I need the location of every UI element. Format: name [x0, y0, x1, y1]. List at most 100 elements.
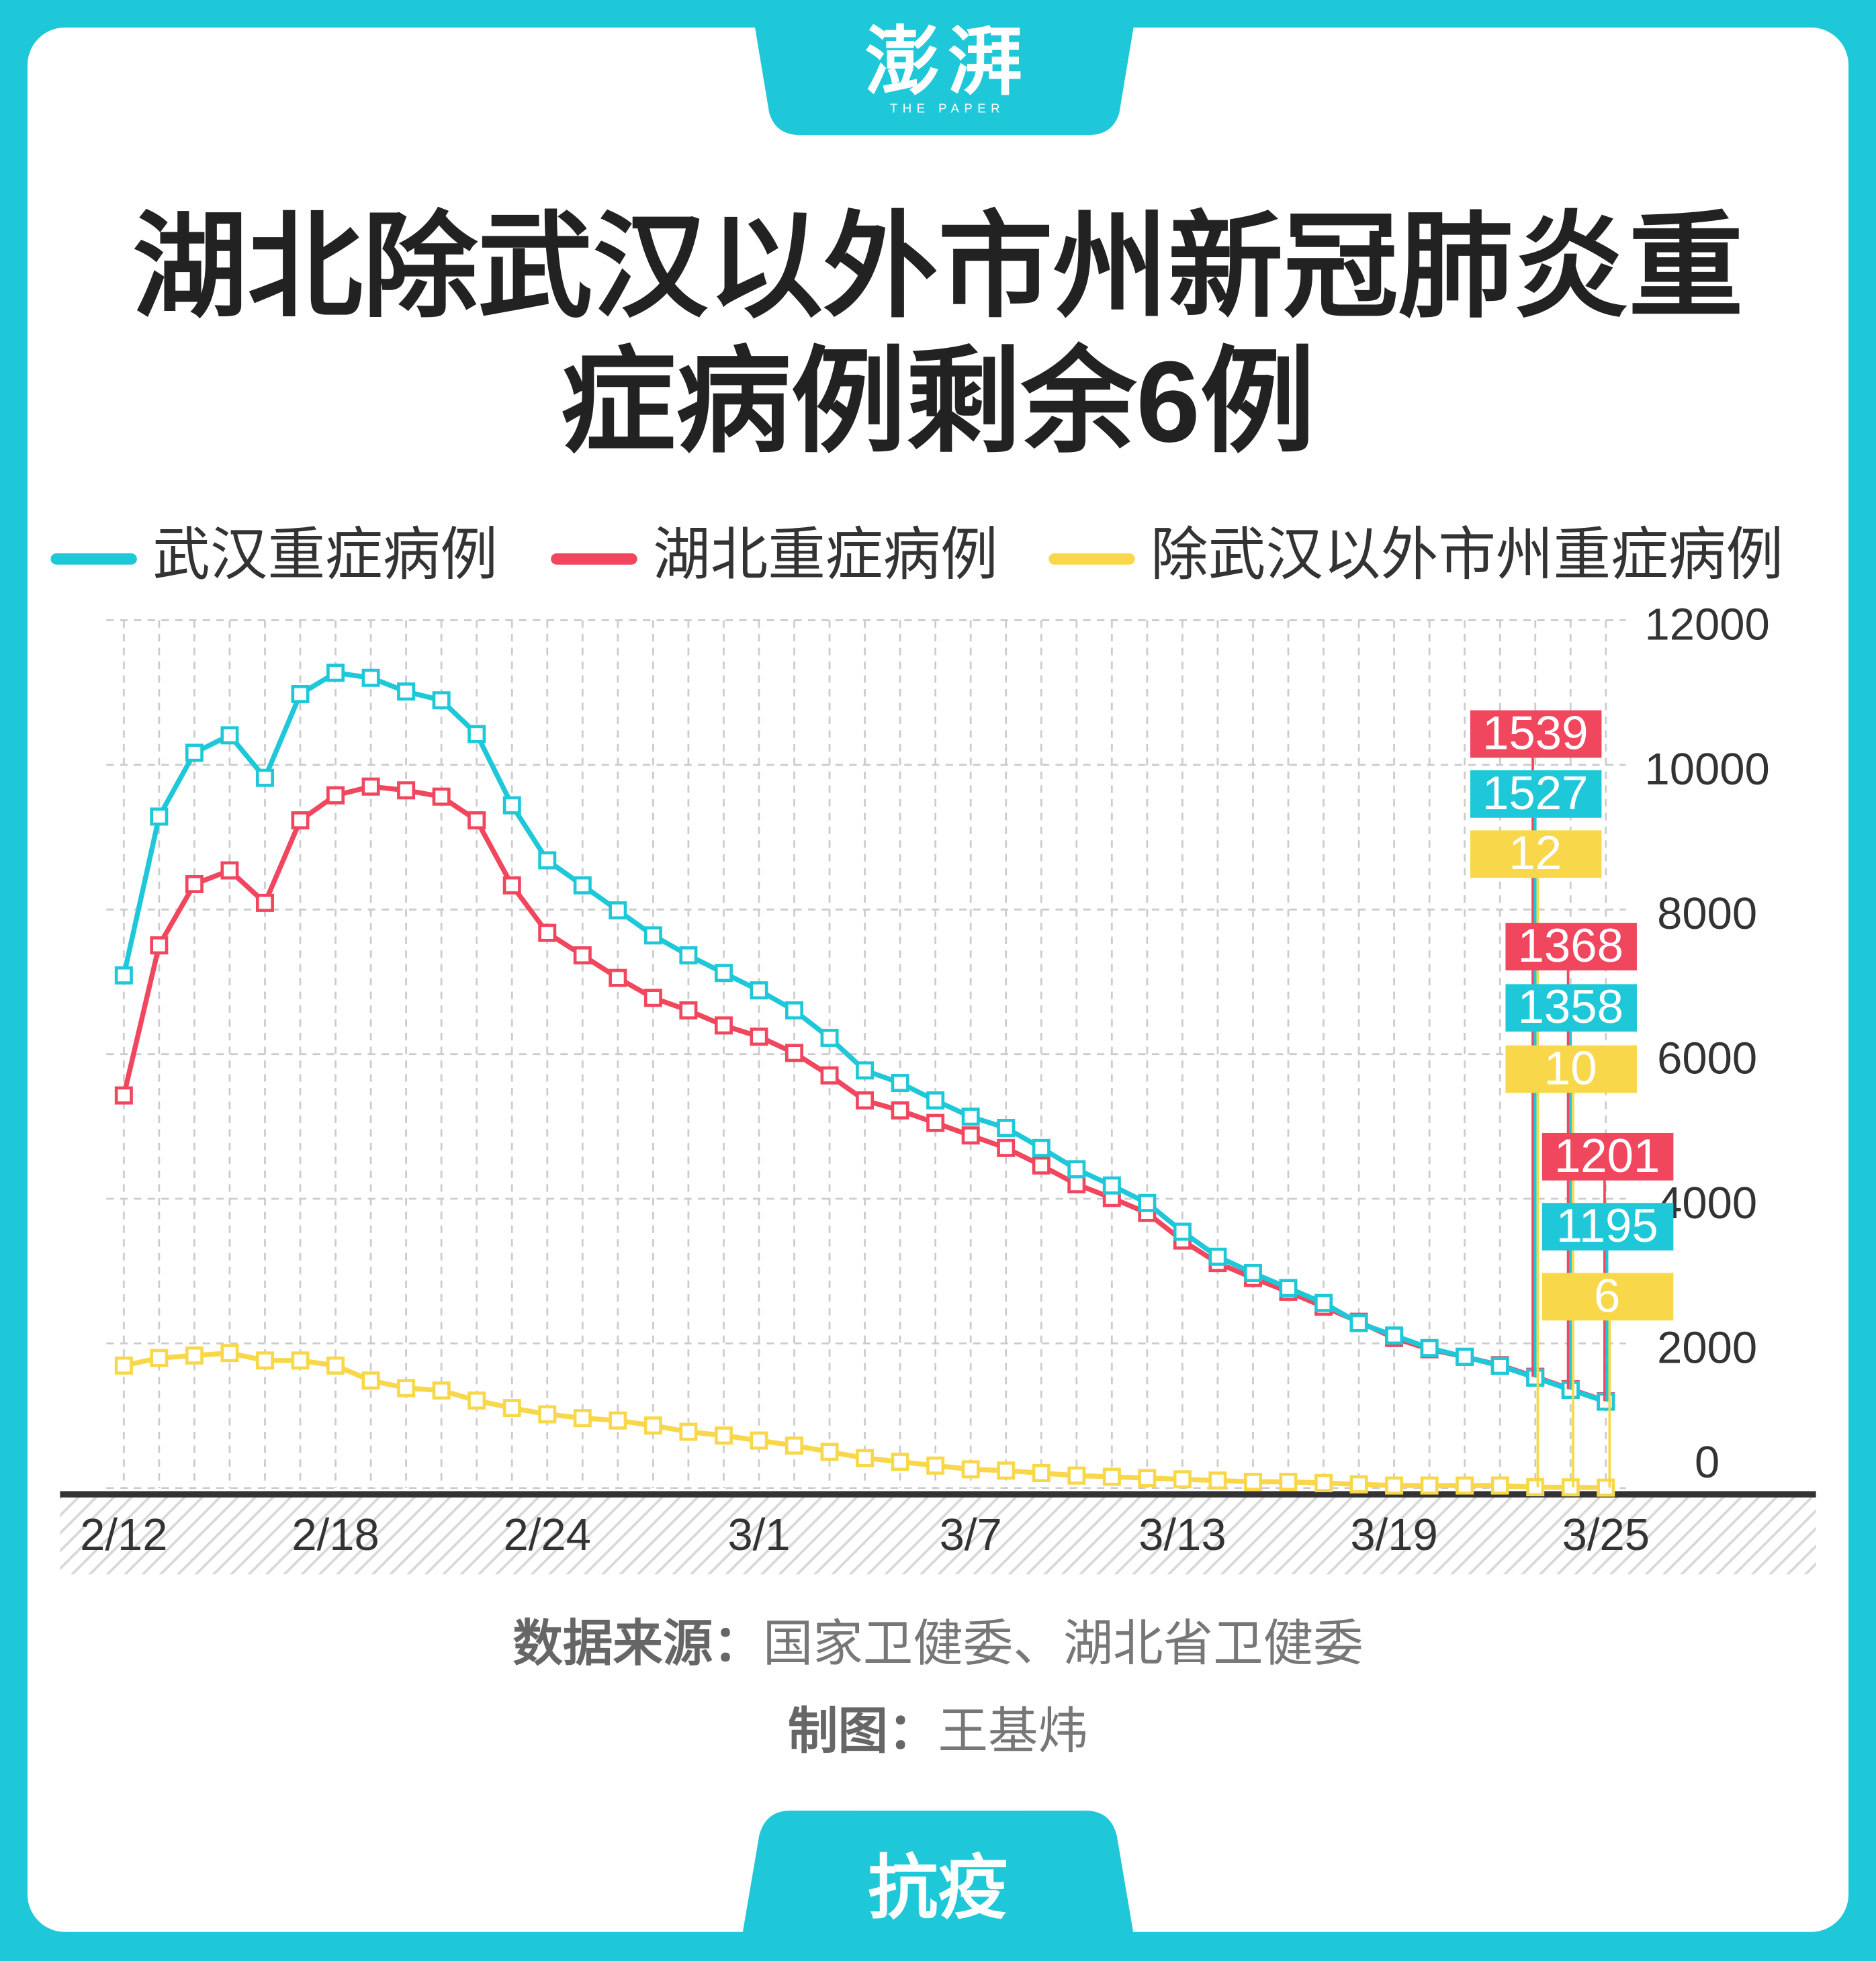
- point-marker: [1102, 1176, 1121, 1195]
- credit: 王基炜: [938, 1704, 1088, 1760]
- legend-label: 武汉重症病例: [152, 522, 498, 587]
- data-label: 12: [1509, 826, 1562, 879]
- point-marker: [609, 968, 627, 987]
- y-tick-label: 4000: [1657, 1178, 1757, 1228]
- bottom-tab: [738, 1811, 1138, 1961]
- point-marker: [643, 1416, 662, 1435]
- point-marker: [1349, 1314, 1368, 1332]
- callout-box: [1505, 923, 1637, 970]
- point-marker: [714, 1016, 733, 1035]
- point-marker: [785, 1044, 804, 1062]
- x-tick-label: 3/19: [1350, 1510, 1437, 1560]
- point-marker: [856, 1091, 875, 1110]
- y-tick-label: 12000: [1644, 599, 1769, 649]
- point-marker: [361, 1371, 380, 1390]
- point-marker: [1349, 1475, 1368, 1494]
- point-marker: [185, 743, 204, 762]
- point-marker: [255, 893, 274, 912]
- point-marker: [1597, 1478, 1615, 1497]
- point-marker: [891, 1453, 909, 1471]
- data-label: 1358: [1518, 980, 1623, 1033]
- point-marker: [714, 964, 733, 983]
- point-marker: [467, 725, 486, 743]
- logo-subtitle: THE PAPER: [889, 102, 1006, 117]
- point-marker: [643, 926, 662, 945]
- y-tick-label: 10000: [1644, 744, 1769, 794]
- x-tick-label: 2/24: [504, 1510, 591, 1560]
- point-marker: [220, 861, 239, 880]
- point-marker: [997, 1461, 1016, 1480]
- point-marker: [1138, 1469, 1157, 1488]
- point-marker: [1067, 1466, 1086, 1485]
- point-marker: [502, 876, 521, 895]
- point-marker: [820, 1028, 839, 1047]
- point-marker: [573, 946, 592, 965]
- point-marker: [750, 981, 768, 1000]
- callout-box: [1470, 710, 1602, 758]
- point-marker: [573, 876, 592, 895]
- y-tick-label: 6000: [1657, 1034, 1757, 1084]
- point-marker: [926, 1091, 945, 1110]
- callout-box: [1505, 984, 1637, 1032]
- legend-label: 湖北重症病例: [653, 522, 998, 587]
- point-marker: [856, 1449, 875, 1467]
- callout-box: [1505, 1045, 1637, 1093]
- x-tick-label: 2/12: [80, 1510, 167, 1560]
- callout-box: [1470, 830, 1602, 878]
- y-tick-label: 8000: [1657, 888, 1757, 939]
- point-marker: [785, 1436, 804, 1455]
- point-marker: [961, 1126, 980, 1145]
- point-marker: [326, 1356, 345, 1375]
- x-tick-label: 2/18: [292, 1510, 379, 1560]
- point-marker: [785, 1001, 804, 1020]
- point-marker: [856, 1061, 875, 1080]
- point-marker: [538, 851, 557, 870]
- legend-label: 除武汉以外市州重症病例: [1151, 522, 1783, 587]
- point-marker: [926, 1456, 945, 1475]
- point-marker: [397, 682, 416, 701]
- y-tick-label: 2000: [1657, 1322, 1757, 1373]
- point-marker: [150, 936, 169, 955]
- x-tick-label: 3/25: [1562, 1510, 1650, 1560]
- source-label: 数据来源：: [512, 1616, 763, 1672]
- point-marker: [326, 664, 345, 682]
- x-tick-label: 3/13: [1138, 1510, 1226, 1560]
- point-marker: [467, 1391, 486, 1410]
- point-marker: [255, 768, 274, 787]
- point-marker: [1279, 1279, 1298, 1297]
- point-marker: [1420, 1338, 1439, 1357]
- point-marker: [291, 1351, 310, 1370]
- point-marker: [185, 874, 204, 893]
- data-label: 1539: [1482, 706, 1588, 759]
- point-marker: [820, 1066, 839, 1085]
- point-marker: [1456, 1476, 1474, 1495]
- point-marker: [185, 1346, 204, 1365]
- point-marker: [432, 1381, 451, 1400]
- point-marker: [1385, 1326, 1404, 1345]
- point-marker: [643, 989, 662, 1007]
- point-marker: [150, 807, 169, 826]
- callout-box: [1542, 1203, 1674, 1250]
- point-marker: [1243, 1473, 1262, 1492]
- point-marker: [1032, 1463, 1051, 1482]
- point-marker: [1138, 1193, 1157, 1212]
- point-marker: [926, 1113, 945, 1132]
- point-marker: [397, 1379, 416, 1398]
- callout-box: [1470, 770, 1602, 818]
- source-line: 数据来源：国家卫健委、湖北省卫健委: [0, 1603, 1876, 1676]
- point-marker: [609, 1411, 627, 1430]
- point-marker: [1067, 1160, 1086, 1179]
- point-marker: [1208, 1247, 1227, 1266]
- axis-band: [60, 1496, 1816, 1575]
- point-marker: [1314, 1293, 1333, 1312]
- point-marker: [750, 1431, 768, 1450]
- point-marker: [291, 811, 310, 830]
- panel: [27, 27, 1849, 1932]
- point-marker: [538, 923, 557, 942]
- point-marker: [432, 787, 451, 806]
- logo-name: 澎湃: [864, 21, 1030, 104]
- point-marker: [1102, 1467, 1121, 1486]
